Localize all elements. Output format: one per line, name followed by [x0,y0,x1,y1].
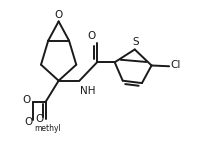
Text: O: O [35,114,43,124]
Text: O: O [55,10,63,20]
Text: NH: NH [80,86,96,96]
Text: S: S [132,37,139,47]
Text: Cl: Cl [171,60,181,70]
Text: O: O [22,95,31,105]
Text: O: O [24,117,32,126]
Text: methyl: methyl [35,124,61,133]
Text: O: O [87,31,95,41]
